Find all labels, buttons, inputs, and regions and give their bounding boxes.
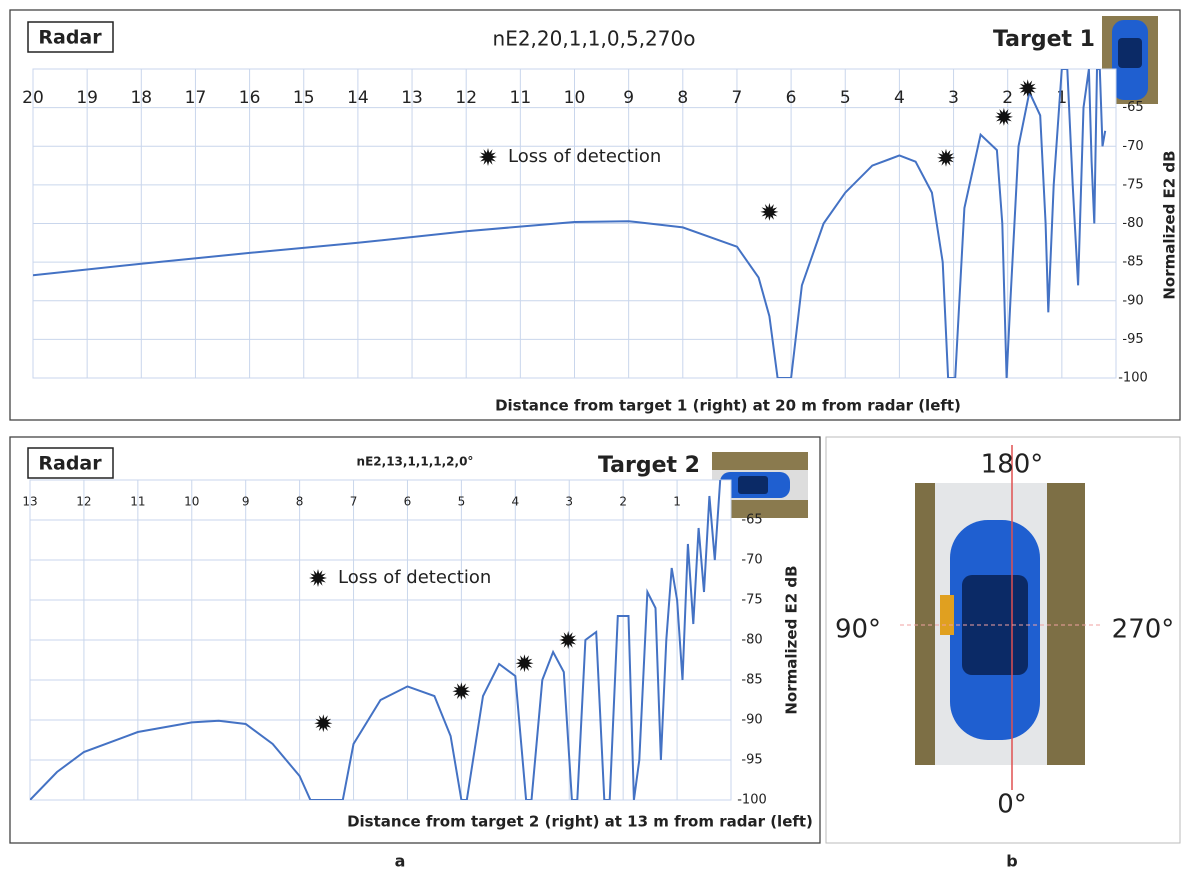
x-tick-label: 12 xyxy=(455,88,477,108)
x-tick-label: 3 xyxy=(565,495,573,509)
y-tick-label: -85 xyxy=(1122,255,1143,270)
orientation-label: 270° xyxy=(1112,615,1175,645)
y-tick-label: -80 xyxy=(741,633,762,648)
x-tick-label: 6 xyxy=(786,88,797,108)
y-tick-label: -75 xyxy=(1122,177,1143,192)
radar-label: Radar xyxy=(38,27,102,49)
x-tick-label: 7 xyxy=(350,495,358,509)
x-tick-label: 10 xyxy=(184,495,199,509)
car-thumbnail xyxy=(1102,16,1158,104)
car-photo xyxy=(900,445,1100,790)
x-tick-label: 4 xyxy=(511,495,519,509)
y-tick-label: -100 xyxy=(737,793,767,808)
detection-loss-marker xyxy=(559,631,578,649)
data-line xyxy=(33,69,1107,378)
panel-label: a xyxy=(395,852,406,871)
y-tick-label: -75 xyxy=(741,593,762,608)
x-tick-label: 5 xyxy=(458,495,466,509)
x-tick-label: 20 xyxy=(22,88,44,108)
y-tick-label: -100 xyxy=(1118,371,1148,386)
x-tick-label: 17 xyxy=(185,88,207,108)
x-tick-label: 2 xyxy=(1002,88,1013,108)
x-tick-label: 4 xyxy=(894,88,905,108)
detection-loss-marker xyxy=(515,654,534,673)
detection-loss-marker xyxy=(760,202,779,221)
y-tick-label: -80 xyxy=(1122,216,1143,231)
legend-marker xyxy=(479,148,497,166)
x-tick-label: 11 xyxy=(130,495,145,509)
legend-label: Loss of detection xyxy=(508,146,661,167)
x-tick-label: 12 xyxy=(76,495,91,509)
orientation-label: 0° xyxy=(997,790,1027,820)
y-tick-label: -65 xyxy=(1122,100,1143,115)
detection-loss-marker xyxy=(1018,79,1037,98)
x-tick-label: 1 xyxy=(673,495,681,509)
y-tick-label: -95 xyxy=(1122,332,1143,347)
y-tick-label: -90 xyxy=(1122,293,1143,308)
y-tick-label: -70 xyxy=(1122,139,1143,154)
y-tick-label: -65 xyxy=(741,513,762,528)
panel-a-top-frame xyxy=(9,9,1181,421)
y-axis-label: Normalized E2 dB xyxy=(783,565,801,714)
chart-title: nE2,20,1,1,0,5,270o xyxy=(493,27,696,51)
x-tick-label: 9 xyxy=(242,495,250,509)
legend-label: Loss of detection xyxy=(338,567,491,588)
x-tick-label: 13 xyxy=(401,88,423,108)
x-tick-label: 14 xyxy=(347,88,369,108)
radar-label: Radar xyxy=(38,453,102,475)
radar-box xyxy=(27,21,114,53)
x-tick-label: 8 xyxy=(677,88,688,108)
target-label: Target 2 xyxy=(598,453,700,478)
x-tick-label: 8 xyxy=(296,495,304,509)
x-tick-label: 15 xyxy=(293,88,315,108)
panel-a-bottom-frame xyxy=(9,436,821,844)
target-label: Target 1 xyxy=(993,27,1095,52)
x-tick-label: 11 xyxy=(510,88,532,108)
detection-loss-marker xyxy=(994,107,1013,126)
x-tick-label: 18 xyxy=(130,88,152,108)
x-tick-label: 19 xyxy=(76,88,98,108)
x-tick-label: 5 xyxy=(840,88,851,108)
y-tick-label: -85 xyxy=(741,673,762,688)
x-tick-label: 16 xyxy=(239,88,261,108)
x-tick-label: 2 xyxy=(619,495,627,509)
x-tick-label: 6 xyxy=(404,495,412,509)
x-tick-label: 7 xyxy=(732,88,743,108)
x-axis-label: Distance from target 1 (right) at 20 m f… xyxy=(495,397,961,415)
data-line xyxy=(30,480,722,800)
x-tick-label: 13 xyxy=(22,495,37,509)
y-tick-label: -95 xyxy=(741,753,762,768)
x-tick-label: 1 xyxy=(1056,88,1067,108)
radar-box xyxy=(27,447,114,479)
y-axis-label: Normalized E2 dB xyxy=(1161,150,1179,299)
orientation-label: 180° xyxy=(981,450,1044,480)
chart-title: nE2,13,1,1,1,2,0° xyxy=(357,455,474,469)
x-tick-label: 10 xyxy=(564,88,586,108)
orientation-label: 90° xyxy=(835,615,881,645)
x-tick-label: 3 xyxy=(948,88,959,108)
y-tick-label: -70 xyxy=(741,553,762,568)
x-axis-label: Distance from target 2 (right) at 13 m f… xyxy=(347,813,813,831)
x-tick-label: 9 xyxy=(623,88,634,108)
detection-loss-marker xyxy=(937,148,955,167)
detection-loss-marker xyxy=(314,714,333,733)
panel-label: b xyxy=(1006,852,1017,871)
y-tick-label: -90 xyxy=(741,713,762,728)
legend-marker xyxy=(309,569,327,587)
detection-loss-marker xyxy=(452,682,471,701)
